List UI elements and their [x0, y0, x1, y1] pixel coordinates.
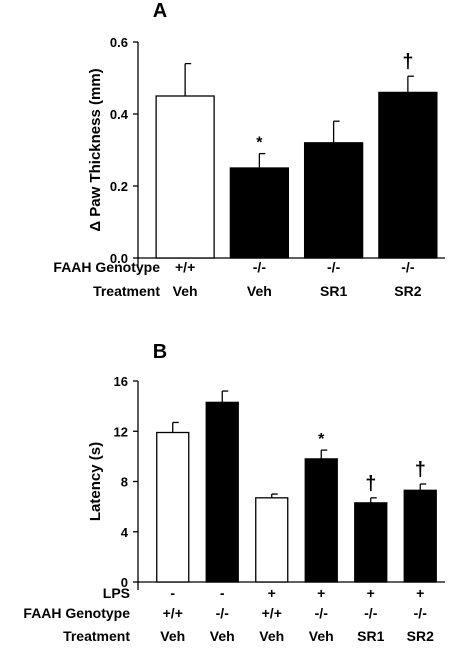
category-label: SR2	[407, 628, 434, 644]
category-label: +	[367, 585, 375, 601]
y-tick-label: 0.4	[110, 107, 129, 122]
category-label: Veh	[160, 628, 185, 644]
category-label: +	[416, 585, 424, 601]
category-label: +	[268, 585, 276, 601]
row-header: FAAH Genotype	[53, 259, 160, 275]
row-header: LPS	[103, 585, 130, 601]
significance-marker: †	[365, 473, 376, 495]
category-label: +	[317, 585, 325, 601]
y-tick-label: 8	[121, 475, 128, 490]
category-label: -/-	[253, 259, 267, 275]
bar	[303, 142, 364, 259]
panel-label: A	[153, 0, 167, 22]
y-tick-label: 16	[114, 374, 128, 389]
bar	[403, 489, 437, 583]
y-axis-title: Δ Paw Thickness (mm)	[87, 68, 104, 231]
category-label: -/-	[216, 605, 230, 621]
bar	[378, 91, 438, 259]
bar	[354, 502, 388, 583]
y-tick-label: 4	[121, 525, 129, 540]
significance-marker: †	[415, 459, 426, 481]
category-label: +/+	[163, 605, 183, 621]
category-label: -/-	[364, 605, 378, 621]
category-label: +/+	[175, 259, 195, 275]
category-label: SR1	[320, 283, 347, 299]
category-label: SR2	[394, 283, 421, 299]
y-tick-label: 12	[114, 424, 128, 439]
row-header: FAAH Genotype	[23, 605, 130, 621]
category-label: Veh	[247, 283, 272, 299]
category-label: SR1	[357, 628, 384, 644]
significance-marker: *	[256, 135, 263, 152]
category-label: Veh	[210, 628, 235, 644]
y-tick-label: 0	[121, 575, 128, 590]
bar	[155, 95, 215, 259]
row-header: Treatment	[93, 283, 160, 299]
category-label: Veh	[259, 628, 284, 644]
significance-marker: *	[318, 431, 325, 448]
category-label: -	[220, 585, 225, 601]
category-label: -/-	[414, 605, 428, 621]
bar	[304, 458, 338, 583]
y-tick-label: 0.2	[110, 179, 128, 194]
y-tick-label: 0.6	[110, 35, 128, 50]
significance-marker: †	[402, 51, 413, 73]
category-label: -	[170, 585, 175, 601]
category-label: -/-	[401, 259, 415, 275]
y-axis-title: Latency (s)	[87, 442, 104, 521]
row-header: Treatment	[63, 628, 130, 644]
category-label: Veh	[309, 628, 334, 644]
category-label: Veh	[173, 283, 198, 299]
bar	[229, 167, 290, 259]
bar	[205, 401, 239, 583]
panel-label: B	[153, 341, 167, 363]
category-label: +/+	[262, 605, 282, 621]
bar	[156, 431, 190, 583]
category-label: -/-	[315, 605, 329, 621]
bar	[255, 497, 289, 583]
y-tick-label: 0.0	[110, 251, 128, 266]
category-label: -/-	[327, 259, 341, 275]
